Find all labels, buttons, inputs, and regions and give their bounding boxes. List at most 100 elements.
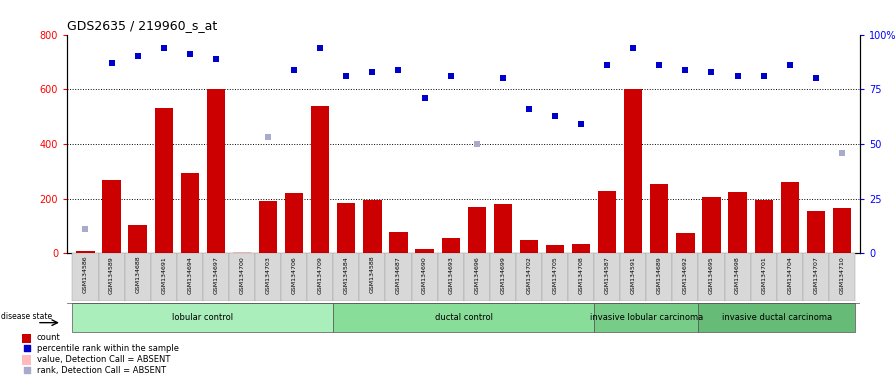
Bar bbox=[754, 200, 772, 253]
Point bbox=[470, 141, 484, 147]
Point bbox=[626, 45, 641, 51]
Bar bbox=[806, 211, 825, 253]
Point bbox=[652, 62, 667, 68]
Point bbox=[495, 75, 510, 81]
Text: GSM134694: GSM134694 bbox=[187, 256, 193, 294]
Text: GSM134690: GSM134690 bbox=[422, 256, 427, 294]
Text: GSM134693: GSM134693 bbox=[448, 256, 453, 294]
Bar bbox=[228, 253, 255, 301]
Bar bbox=[233, 252, 251, 253]
Bar bbox=[568, 253, 594, 301]
Text: rank, Detection Call = ABSENT: rank, Detection Call = ABSENT bbox=[37, 366, 166, 374]
Text: GSM134706: GSM134706 bbox=[291, 256, 297, 294]
Text: disease state: disease state bbox=[2, 312, 53, 321]
Text: GSM134702: GSM134702 bbox=[526, 256, 531, 294]
Point bbox=[104, 60, 118, 66]
Text: GSM134588: GSM134588 bbox=[370, 256, 375, 293]
Bar bbox=[832, 208, 851, 253]
Bar bbox=[307, 253, 333, 301]
Bar bbox=[333, 303, 594, 333]
Point bbox=[678, 66, 693, 73]
Point bbox=[574, 121, 589, 127]
Text: GSM134708: GSM134708 bbox=[579, 256, 583, 294]
Text: GSM134692: GSM134692 bbox=[683, 256, 688, 294]
Bar bbox=[620, 253, 646, 301]
Bar bbox=[702, 197, 720, 253]
Bar bbox=[520, 240, 538, 253]
Point bbox=[157, 45, 171, 51]
Text: GSM134688: GSM134688 bbox=[135, 256, 140, 293]
Bar bbox=[725, 253, 751, 301]
Text: GSM134589: GSM134589 bbox=[109, 256, 114, 294]
Bar bbox=[151, 253, 177, 301]
Text: GSM134697: GSM134697 bbox=[213, 256, 219, 294]
Point bbox=[78, 226, 92, 232]
Text: GSM134695: GSM134695 bbox=[709, 256, 714, 294]
Bar bbox=[128, 225, 147, 253]
Text: value, Detection Call = ABSENT: value, Detection Call = ABSENT bbox=[37, 354, 170, 364]
Point bbox=[730, 73, 745, 79]
Bar bbox=[22, 355, 30, 365]
Bar bbox=[102, 180, 121, 253]
Text: GSM134700: GSM134700 bbox=[239, 256, 245, 294]
Bar bbox=[359, 253, 385, 301]
Point bbox=[20, 345, 34, 351]
Point bbox=[287, 66, 301, 73]
Point bbox=[209, 56, 223, 62]
Bar bbox=[751, 253, 777, 301]
Bar bbox=[464, 253, 490, 301]
Bar bbox=[803, 253, 829, 301]
Bar bbox=[672, 253, 699, 301]
Bar bbox=[22, 333, 30, 343]
Bar bbox=[625, 89, 642, 253]
Bar bbox=[437, 253, 464, 301]
Text: GSM134705: GSM134705 bbox=[553, 256, 557, 294]
Bar bbox=[385, 253, 411, 301]
Point bbox=[131, 53, 145, 60]
Text: invasive lobular carcinoma: invasive lobular carcinoma bbox=[590, 313, 702, 322]
Point bbox=[366, 69, 380, 75]
Bar bbox=[177, 253, 202, 301]
Bar bbox=[416, 249, 434, 253]
Point bbox=[339, 73, 353, 79]
Bar bbox=[780, 182, 799, 253]
Point bbox=[521, 106, 536, 112]
Bar bbox=[259, 202, 277, 253]
Text: invasive ductal carcinoma: invasive ductal carcinoma bbox=[721, 313, 831, 322]
Bar bbox=[333, 253, 359, 301]
Text: GSM134689: GSM134689 bbox=[657, 256, 662, 294]
Bar bbox=[598, 190, 616, 253]
Bar bbox=[155, 108, 173, 253]
Point bbox=[704, 69, 719, 75]
Bar bbox=[255, 253, 281, 301]
Bar bbox=[594, 303, 699, 333]
Text: GSM134586: GSM134586 bbox=[83, 256, 88, 293]
Bar bbox=[281, 253, 307, 301]
Text: GSM134701: GSM134701 bbox=[761, 256, 766, 294]
Bar bbox=[76, 251, 95, 253]
Bar bbox=[699, 253, 725, 301]
Text: GSM134703: GSM134703 bbox=[265, 256, 271, 294]
Bar bbox=[202, 253, 228, 301]
Bar bbox=[829, 253, 855, 301]
Bar bbox=[125, 253, 151, 301]
Text: GSM134584: GSM134584 bbox=[344, 256, 349, 294]
Text: count: count bbox=[37, 333, 61, 342]
Text: GSM134696: GSM134696 bbox=[474, 256, 479, 294]
Text: GSM134709: GSM134709 bbox=[318, 256, 323, 294]
Bar bbox=[73, 253, 99, 301]
Bar bbox=[411, 253, 437, 301]
Bar bbox=[646, 253, 672, 301]
Point bbox=[392, 66, 406, 73]
Bar bbox=[181, 173, 199, 253]
Point bbox=[313, 45, 327, 51]
Text: GSM134707: GSM134707 bbox=[814, 256, 818, 294]
Bar bbox=[490, 253, 516, 301]
Point bbox=[547, 113, 562, 119]
Bar bbox=[676, 233, 694, 253]
Text: lobular control: lobular control bbox=[172, 313, 233, 322]
Bar bbox=[311, 106, 330, 253]
Bar bbox=[728, 192, 746, 253]
Bar bbox=[777, 253, 803, 301]
Bar bbox=[99, 253, 125, 301]
